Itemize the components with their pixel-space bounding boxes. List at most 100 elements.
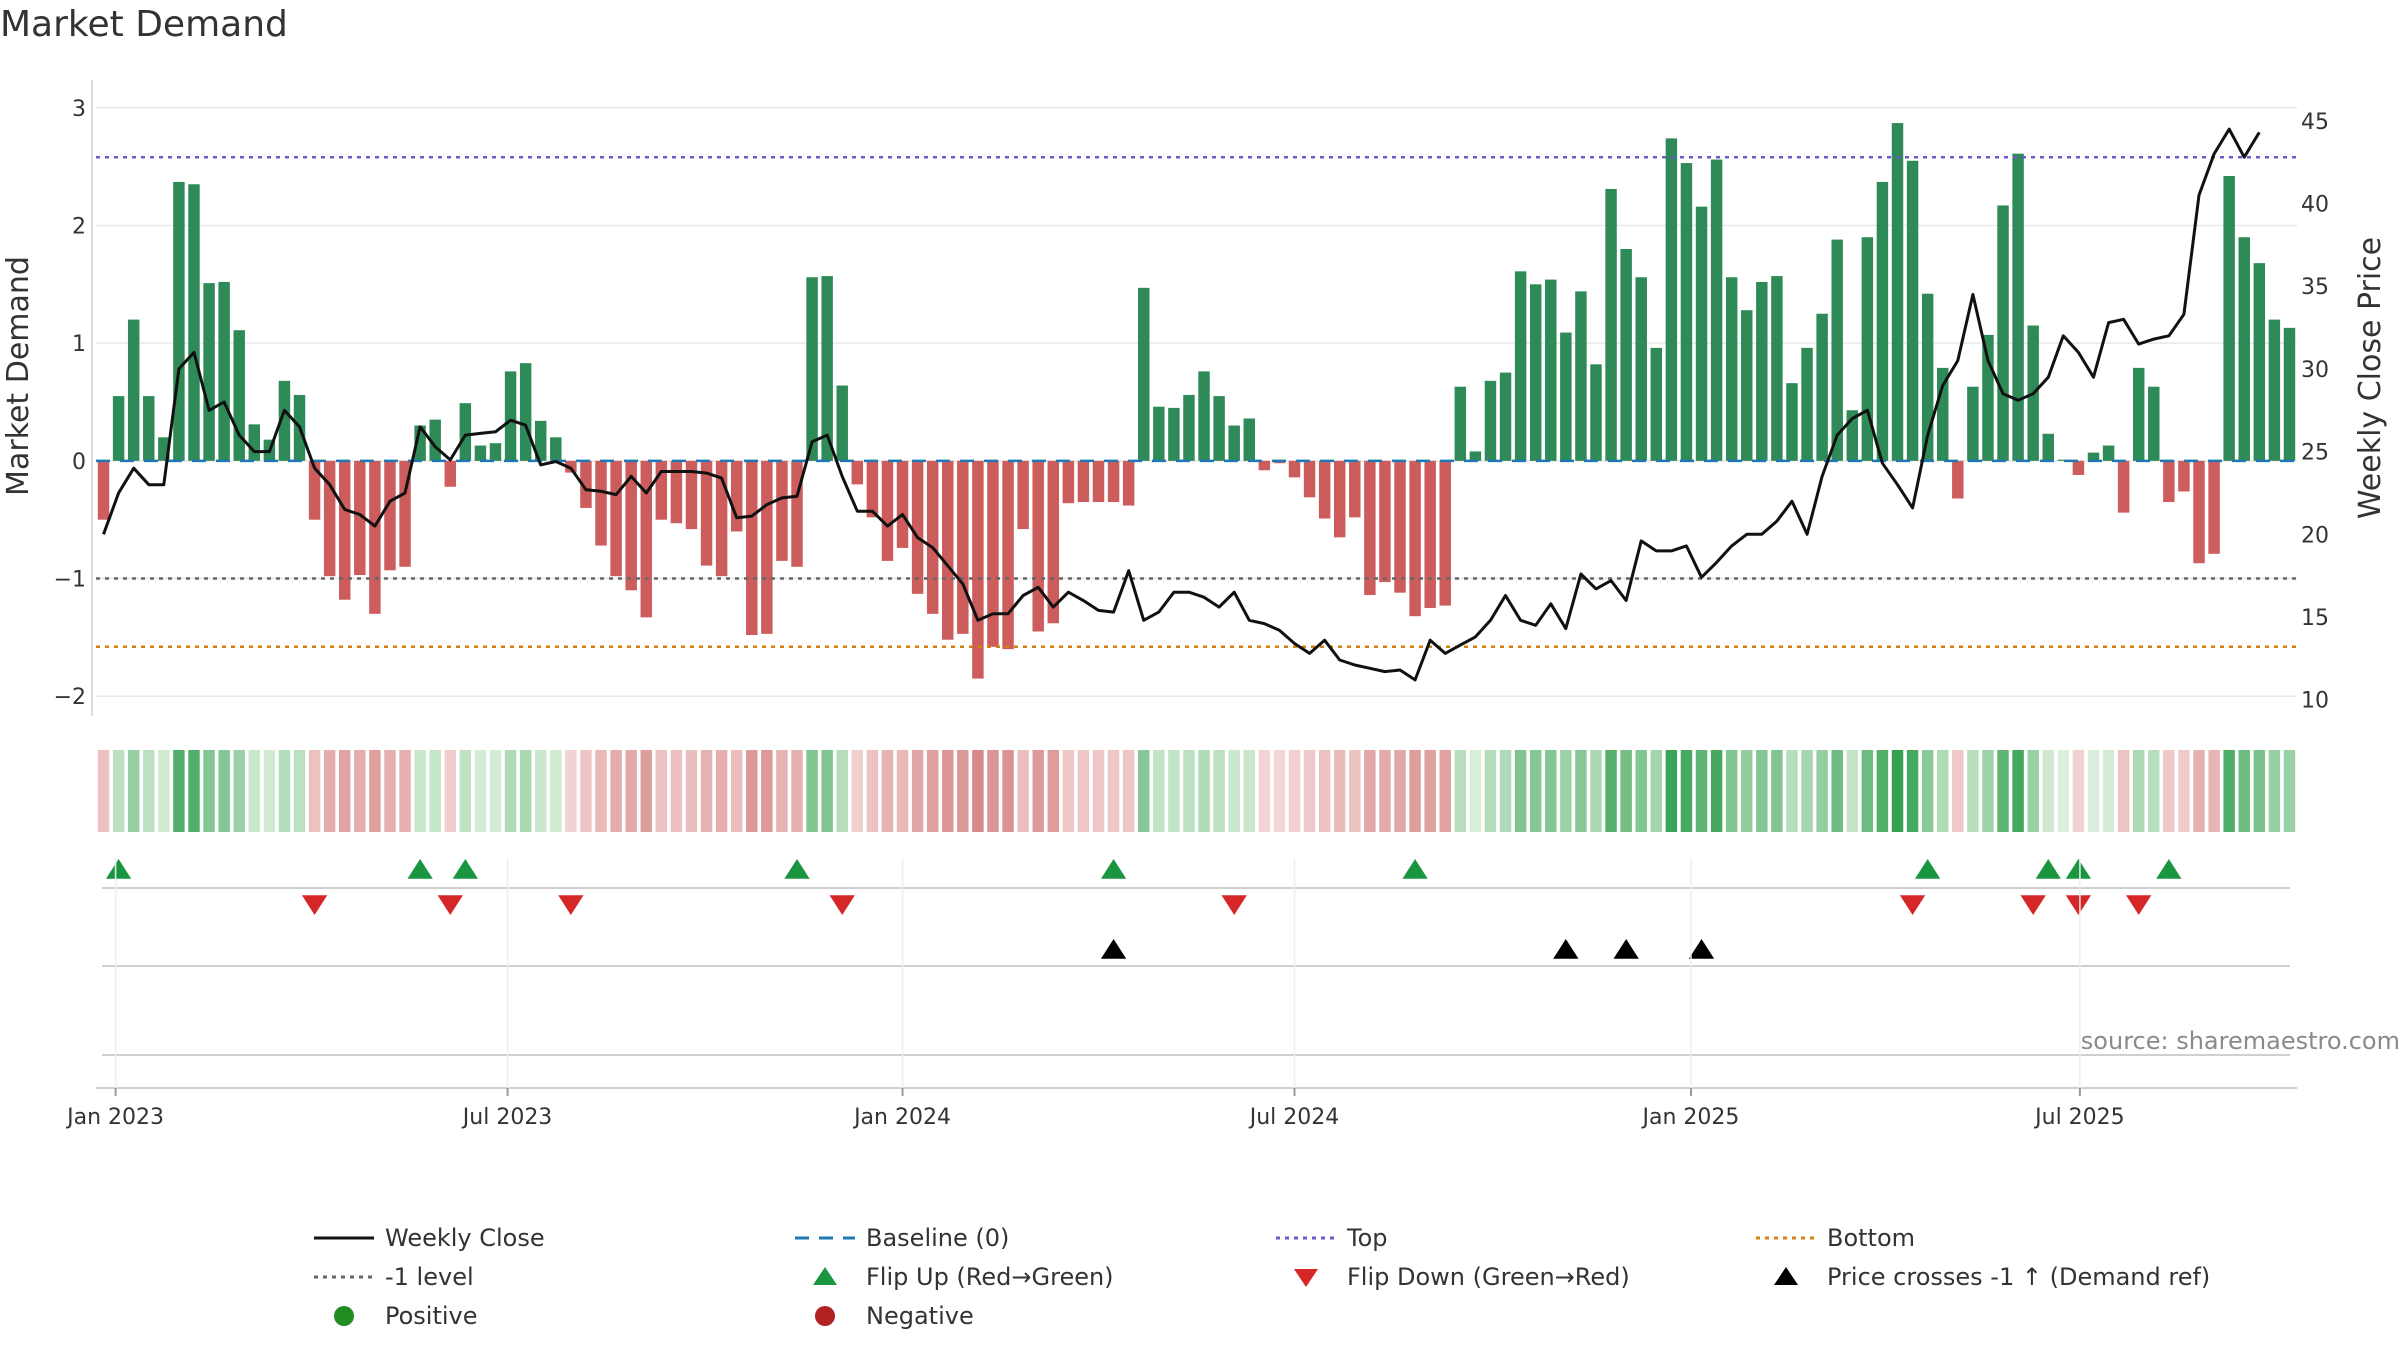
heat-cell bbox=[519, 750, 532, 832]
negative-demand-bar bbox=[761, 460, 773, 634]
heat-cell bbox=[896, 750, 909, 832]
heat-cell bbox=[233, 750, 245, 832]
negative-demand-bar bbox=[1002, 460, 1014, 650]
heat-cell bbox=[1876, 750, 1889, 832]
heat-cell bbox=[1138, 750, 1150, 832]
negative-demand-bar bbox=[2117, 460, 2130, 513]
negative-demand-bar bbox=[1107, 460, 1120, 503]
heat-cell bbox=[761, 750, 773, 832]
heat-cell bbox=[112, 750, 125, 832]
heat-cell bbox=[942, 750, 954, 832]
heat-cell bbox=[1258, 750, 1271, 832]
negative-demand-bar bbox=[776, 460, 788, 561]
heat-strip bbox=[97, 750, 2296, 832]
negative-demand-bar bbox=[339, 460, 351, 600]
heat-cell bbox=[308, 750, 321, 832]
positive-demand-bar bbox=[489, 443, 502, 461]
positive-demand-bar bbox=[2268, 319, 2281, 461]
positive-demand-bar bbox=[1243, 418, 1255, 461]
y2-tick-label: 40 bbox=[2301, 193, 2329, 218]
page-title: Market Demand bbox=[0, 4, 288, 45]
negative-demand-bar bbox=[1439, 460, 1451, 606]
heat-cell bbox=[2193, 750, 2205, 832]
price-layer bbox=[102, 127, 2261, 682]
heat-cell bbox=[2238, 750, 2250, 832]
positive-demand-bar bbox=[2057, 459, 2070, 461]
flip-down-marker bbox=[558, 895, 584, 915]
positive-demand-bar bbox=[1967, 386, 1979, 461]
positive-demand-bar bbox=[1680, 163, 1693, 461]
heat-cell bbox=[926, 750, 939, 832]
grid-layer bbox=[96, 107, 2297, 697]
heat-cell bbox=[248, 750, 261, 832]
flip-down-marker bbox=[2126, 895, 2152, 915]
heat-cell bbox=[127, 750, 140, 832]
heat-cell bbox=[700, 750, 713, 832]
heat-cell bbox=[625, 750, 637, 832]
legend-label: Price crosses -1 ↑ (Demand ref) bbox=[1827, 1263, 2210, 1291]
heat-cell bbox=[1650, 750, 1663, 832]
negative-demand-bar bbox=[972, 460, 984, 679]
heat-cell bbox=[1032, 750, 1044, 832]
positive-demand-bar bbox=[1469, 451, 1482, 461]
heat-cell bbox=[293, 750, 306, 832]
heat-cell bbox=[550, 750, 562, 832]
heat-cell bbox=[806, 750, 818, 832]
positive-demand-bar bbox=[127, 319, 140, 461]
negative-demand-bar bbox=[595, 460, 607, 546]
heat-cell bbox=[158, 750, 170, 832]
y-tick-label: −2 bbox=[54, 685, 86, 710]
negative-demand-bar bbox=[323, 460, 336, 577]
legend-label: Weekly Close bbox=[385, 1224, 545, 1252]
y-tick-label: 2 bbox=[72, 214, 86, 239]
positive-demand-bar bbox=[1891, 123, 1904, 461]
positive-demand-bar bbox=[1514, 271, 1527, 461]
negative-demand-bar bbox=[1349, 460, 1361, 518]
heat-cell bbox=[1092, 750, 1105, 832]
x-axis: Jan 2023 Jul 2023 Jan 2024 Jul 2024 Jan 2025… bbox=[65, 858, 2297, 1130]
positive-demand-bar bbox=[821, 276, 833, 461]
positive-demand-bar bbox=[474, 445, 487, 461]
heat-cell bbox=[1680, 750, 1693, 832]
heat-cell bbox=[1771, 750, 1783, 832]
negative-demand-bar bbox=[730, 460, 743, 532]
heat-cell bbox=[2283, 750, 2296, 832]
positive-demand-bar bbox=[836, 385, 848, 461]
y2-tick-label: 25 bbox=[2301, 441, 2329, 466]
heat-cell bbox=[1484, 750, 1497, 832]
legend-item: Flip Up (Red→Green) bbox=[813, 1263, 1114, 1291]
negative-demand-bar bbox=[700, 460, 713, 566]
negative-demand-bar bbox=[746, 460, 758, 636]
positive-demand-bar bbox=[534, 420, 547, 461]
positive-demand-bar bbox=[1635, 277, 1647, 461]
heat-cell bbox=[1288, 750, 1301, 832]
heat-cell bbox=[369, 750, 381, 832]
heat-cell bbox=[1816, 750, 1828, 832]
heat-cell bbox=[2072, 750, 2085, 832]
heat-cell bbox=[851, 750, 864, 832]
heat-cell bbox=[791, 750, 803, 832]
heat-cell bbox=[836, 750, 848, 832]
legend-item: -1 level bbox=[314, 1263, 474, 1291]
legend-item: Weekly Close bbox=[314, 1224, 545, 1252]
y-tick-label: −1 bbox=[54, 568, 86, 593]
heat-cell bbox=[776, 750, 788, 832]
heat-cell bbox=[1077, 750, 1090, 832]
negative-demand-bar bbox=[444, 460, 456, 487]
positive-demand-bar bbox=[143, 396, 155, 461]
positive-demand-bar bbox=[1228, 425, 1240, 461]
heat-cell bbox=[640, 750, 652, 832]
negative-demand-bar bbox=[308, 460, 321, 520]
flip-up-marker bbox=[1402, 859, 1428, 879]
heat-cell bbox=[2057, 750, 2070, 832]
negative-demand-bar bbox=[1424, 460, 1436, 608]
heat-cell bbox=[2027, 750, 2039, 832]
positive-demand-bar bbox=[2283, 327, 2296, 461]
heat-cell bbox=[1529, 750, 1542, 832]
heat-cell bbox=[746, 750, 758, 832]
heat-cell bbox=[1906, 750, 1919, 832]
negative-demand-bar bbox=[1364, 460, 1376, 596]
heat-cell bbox=[1198, 750, 1210, 832]
heat-cell bbox=[1273, 750, 1286, 832]
heat-cell bbox=[957, 750, 969, 832]
